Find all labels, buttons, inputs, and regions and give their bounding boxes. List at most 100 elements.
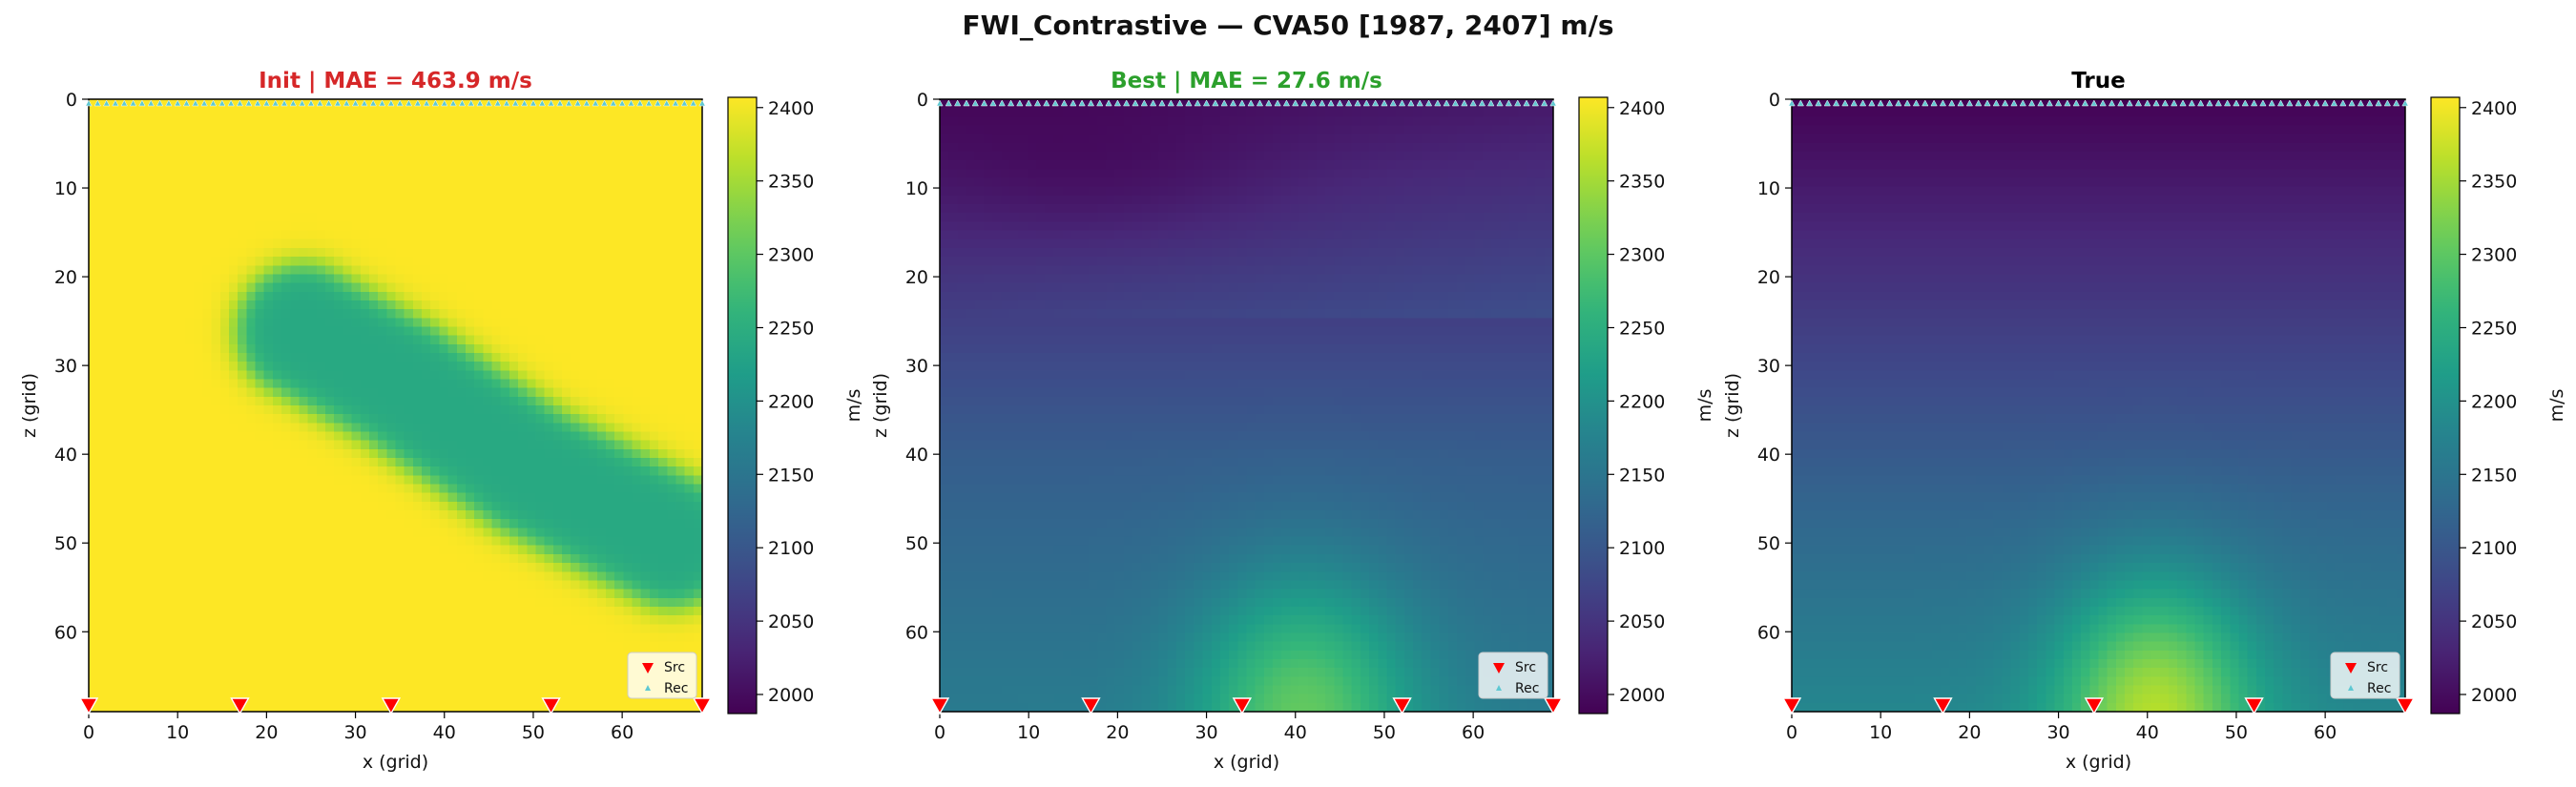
receiver-marker bbox=[2090, 99, 2098, 107]
colorbar-tick-label: 2150 bbox=[1619, 465, 1665, 486]
receiver-marker bbox=[1194, 99, 1201, 107]
receiver-marker bbox=[2348, 99, 2356, 107]
receiver-marker bbox=[1797, 99, 1804, 107]
y-axis-label: z (grid) bbox=[19, 373, 40, 438]
receiver-marker bbox=[458, 99, 467, 107]
receiver-marker bbox=[192, 99, 199, 107]
x-tick-label: 50 bbox=[522, 722, 545, 743]
y-tick-label: 30 bbox=[1757, 356, 1780, 377]
receiver-marker bbox=[227, 99, 235, 107]
receiver-marker bbox=[2366, 99, 2374, 107]
x-tick-label: 20 bbox=[255, 722, 278, 743]
colorbar-tick-label: 2300 bbox=[1619, 245, 1665, 266]
receiver-marker bbox=[1850, 99, 1858, 107]
legend-rec-swatch bbox=[2348, 685, 2354, 691]
receiver-marker bbox=[378, 99, 386, 107]
receiver-marker bbox=[423, 99, 430, 107]
receiver-marker bbox=[2072, 99, 2080, 107]
receiver-marker bbox=[1434, 99, 1442, 107]
legend-rec-label: Rec bbox=[2367, 681, 2391, 696]
colorbar-tick-label: 2350 bbox=[768, 172, 814, 193]
receiver-marker bbox=[2268, 99, 2275, 107]
receiver-marker bbox=[1487, 99, 1495, 107]
receiver-marker bbox=[2357, 99, 2365, 107]
colorbar-tick-label: 2000 bbox=[2471, 685, 2517, 706]
receiver-marker bbox=[174, 99, 181, 107]
receiver-marker bbox=[654, 99, 662, 107]
receiver-marker bbox=[165, 99, 173, 107]
receiver-marker bbox=[93, 99, 101, 107]
receiver-marker bbox=[1123, 99, 1131, 107]
receiver-marker bbox=[2108, 99, 2116, 107]
y-tick-label: 10 bbox=[54, 178, 77, 199]
receiver-marker bbox=[503, 99, 510, 107]
x-tick-label: 20 bbox=[1958, 722, 1981, 743]
receiver-marker bbox=[600, 99, 609, 107]
receiver-marker bbox=[2046, 99, 2053, 107]
receiver-marker bbox=[1167, 99, 1174, 107]
y-tick-label: 40 bbox=[905, 445, 928, 466]
receiver-marker bbox=[236, 99, 244, 107]
receiver-marker bbox=[963, 99, 970, 107]
receiver-marker bbox=[1788, 99, 1796, 107]
colorbar-tick-label: 2400 bbox=[2471, 98, 2517, 119]
x-tick-label: 60 bbox=[2314, 722, 2337, 743]
legend-src-label: Src bbox=[664, 660, 685, 675]
colorbar-tick-label: 2100 bbox=[2471, 538, 2517, 559]
receiver-marker bbox=[1930, 99, 1938, 107]
receiver-marker bbox=[1202, 99, 1211, 107]
receiver-marker bbox=[2321, 99, 2329, 107]
receiver-marker bbox=[1362, 99, 1370, 107]
receiver-marker bbox=[2117, 99, 2125, 107]
legend-src-swatch bbox=[2345, 663, 2357, 673]
receiver-marker bbox=[556, 99, 564, 107]
receiver-marker bbox=[307, 99, 315, 107]
receiver-marker bbox=[1416, 99, 1423, 107]
colorbar bbox=[2430, 96, 2461, 715]
receiver-marker bbox=[1070, 99, 1077, 107]
receiver-marker bbox=[1948, 99, 1956, 107]
colorbar bbox=[1578, 96, 1609, 715]
receiver-marker bbox=[530, 99, 537, 107]
colorbar-tick-label: 2250 bbox=[2471, 318, 2517, 339]
receiver-marker bbox=[2188, 99, 2195, 107]
receiver-marker bbox=[289, 99, 297, 107]
source-marker bbox=[2084, 697, 2105, 715]
colorbar-tick-label: 2150 bbox=[768, 465, 814, 486]
legend-src-label: Src bbox=[1515, 660, 1536, 675]
receiver-marker bbox=[1256, 99, 1264, 107]
source-marker bbox=[929, 697, 950, 715]
y-tick-label: 0 bbox=[66, 90, 77, 111]
source-marker bbox=[2395, 697, 2416, 715]
y-tick-label: 50 bbox=[905, 533, 928, 554]
x-tick-label: 10 bbox=[1017, 722, 1040, 743]
receiver-marker bbox=[2214, 99, 2222, 107]
receiver-marker bbox=[547, 99, 555, 107]
receiver-marker bbox=[138, 99, 146, 107]
receiver-marker bbox=[324, 99, 333, 107]
panel-best: Best | MAE = 27.6 m/s 0 10 20 30 40 50 60 x (gri… bbox=[870, 69, 1715, 773]
receiver-marker bbox=[1043, 99, 1050, 107]
receiver-marker bbox=[1478, 99, 1486, 107]
colorbar-tick-label: 2400 bbox=[1619, 98, 1665, 119]
receiver-marker bbox=[954, 99, 962, 107]
receiver-marker bbox=[369, 99, 377, 107]
receiver-marker bbox=[2019, 99, 2026, 107]
colorbar-tick-label: 2000 bbox=[1619, 685, 1665, 706]
receiver-marker bbox=[387, 99, 395, 107]
y-tick-label: 10 bbox=[905, 178, 928, 199]
receiver-marker bbox=[1469, 99, 1477, 107]
x-tick-label: 60 bbox=[1462, 722, 1485, 743]
source-marker bbox=[1933, 697, 1953, 715]
velocity-heatmap bbox=[89, 99, 702, 712]
panel-title: True bbox=[2071, 69, 2125, 93]
receiver-marker bbox=[2134, 99, 2143, 107]
receiver-marker bbox=[1903, 99, 1911, 107]
receiver-marker bbox=[2313, 99, 2320, 107]
receiver-marker bbox=[1443, 99, 1450, 107]
receiver-marker bbox=[1025, 99, 1032, 107]
receiver-marker bbox=[280, 99, 288, 107]
source-marker bbox=[1081, 697, 1101, 715]
receiver-marker bbox=[2383, 99, 2391, 107]
receiver-marker bbox=[1274, 99, 1281, 107]
